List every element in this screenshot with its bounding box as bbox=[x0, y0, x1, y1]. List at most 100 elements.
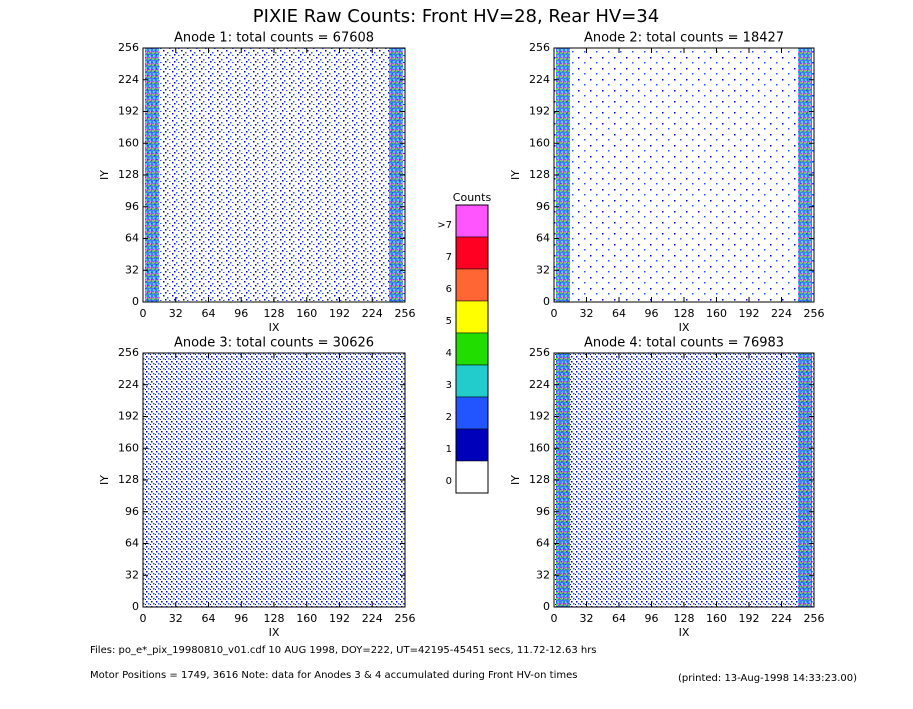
x-tick-label: 256 bbox=[804, 612, 825, 625]
y-tick-label: 192 bbox=[118, 105, 139, 118]
colorbar-label: 5 bbox=[446, 316, 452, 327]
x-axis-label: IX bbox=[269, 626, 280, 639]
y-tick-label: 32 bbox=[536, 568, 550, 581]
y-tick-label: 0 bbox=[543, 600, 550, 613]
x-tick-label: 0 bbox=[140, 307, 147, 320]
y-tick-label: 32 bbox=[125, 568, 139, 581]
x-tick-label: 64 bbox=[202, 612, 216, 625]
x-tick-label: 32 bbox=[169, 612, 183, 625]
x-tick-label: 64 bbox=[202, 307, 216, 320]
y-tick-label: 128 bbox=[529, 168, 550, 181]
y-tick-label: 224 bbox=[529, 378, 550, 391]
x-tick-label: 32 bbox=[580, 307, 594, 320]
colorbar-swatch bbox=[455, 332, 489, 366]
y-tick-label: 96 bbox=[125, 505, 139, 518]
y-axis-label: IY bbox=[509, 475, 522, 485]
x-tick-label: 256 bbox=[395, 612, 416, 625]
x-tick-label: 256 bbox=[804, 307, 825, 320]
y-tick-label: 256 bbox=[529, 346, 550, 359]
y-axis-label: IY bbox=[98, 170, 111, 180]
y-tick-label: 64 bbox=[536, 232, 550, 245]
colorbar-label: 0 bbox=[446, 476, 452, 487]
x-tick-label: 224 bbox=[362, 307, 383, 320]
y-tick-label: 256 bbox=[529, 41, 550, 54]
y-tick-label: 96 bbox=[125, 200, 139, 213]
footer-printed: (printed: 13-Aug-1998 14:33:23.00) bbox=[678, 673, 857, 684]
y-tick-label: 0 bbox=[543, 295, 550, 308]
colorbar-swatch bbox=[455, 460, 489, 494]
y-tick-label: 160 bbox=[529, 441, 550, 454]
colorbar-label: 2 bbox=[446, 412, 452, 423]
edge-texture bbox=[556, 48, 570, 302]
colorbar-swatch bbox=[455, 300, 489, 334]
x-tick-label: 96 bbox=[234, 307, 248, 320]
edge-texture bbox=[389, 48, 403, 302]
colorbar-frame bbox=[455, 204, 489, 494]
colorbar-label: 1 bbox=[446, 444, 452, 455]
colorbar-label: 6 bbox=[446, 284, 452, 295]
x-tick-label: 64 bbox=[612, 612, 626, 625]
x-tick-label: 96 bbox=[645, 612, 659, 625]
x-tick-label: 160 bbox=[706, 612, 727, 625]
edge-texture bbox=[798, 353, 812, 607]
y-tick-label: 64 bbox=[125, 232, 139, 245]
y-tick-label: 224 bbox=[529, 73, 550, 86]
x-tick-label: 224 bbox=[362, 612, 383, 625]
y-tick-label: 96 bbox=[536, 505, 550, 518]
y-tick-label: 160 bbox=[118, 441, 139, 454]
y-tick-label: 160 bbox=[118, 136, 139, 149]
x-tick-label: 160 bbox=[296, 612, 317, 625]
plot-texture bbox=[554, 48, 814, 302]
y-tick-label: 256 bbox=[118, 346, 139, 359]
plot-texture bbox=[143, 48, 405, 302]
colorbar-label: 4 bbox=[446, 348, 452, 359]
x-tick-label: 0 bbox=[140, 612, 147, 625]
footer-motor: Motor Positions = 1749, 3616 Note: data … bbox=[90, 670, 577, 681]
panel-title: Anode 4: total counts = 76983 bbox=[584, 336, 784, 351]
y-tick-label: 32 bbox=[536, 263, 550, 276]
x-tick-label: 192 bbox=[329, 307, 350, 320]
y-tick-label: 192 bbox=[118, 410, 139, 423]
x-tick-label: 224 bbox=[771, 612, 792, 625]
y-tick-label: 32 bbox=[125, 263, 139, 276]
colorbar-label: 3 bbox=[446, 380, 452, 391]
x-tick-label: 0 bbox=[551, 307, 558, 320]
colorbar-title: Counts bbox=[453, 191, 492, 204]
y-tick-label: 64 bbox=[536, 537, 550, 550]
colorbar-swatch bbox=[455, 204, 489, 238]
panel-title: Anode 2: total counts = 18427 bbox=[584, 31, 784, 46]
plot-texture bbox=[143, 353, 405, 607]
x-tick-label: 224 bbox=[771, 307, 792, 320]
y-tick-label: 160 bbox=[529, 136, 550, 149]
colorbar: Counts >7 7 6 5 4 3 2 1 0 bbox=[437, 191, 492, 494]
y-tick-label: 0 bbox=[132, 295, 139, 308]
x-tick-label: 0 bbox=[551, 612, 558, 625]
y-axis-label: IY bbox=[509, 170, 522, 180]
x-tick-label: 192 bbox=[329, 612, 350, 625]
x-tick-label: 96 bbox=[234, 612, 248, 625]
x-tick-label: 160 bbox=[296, 307, 317, 320]
y-tick-label: 64 bbox=[125, 537, 139, 550]
y-tick-label: 192 bbox=[529, 105, 550, 118]
x-axis-label: IX bbox=[679, 321, 690, 334]
colorbar-swatch bbox=[455, 268, 489, 302]
x-tick-label: 32 bbox=[580, 612, 594, 625]
edge-texture bbox=[145, 48, 159, 302]
edge-texture bbox=[798, 48, 812, 302]
x-tick-label: 128 bbox=[674, 307, 695, 320]
edge-texture bbox=[556, 353, 570, 607]
colorbar-swatch bbox=[455, 428, 489, 462]
footer-files: Files: po_e*_pix_19980810_v01.cdf 10 AUG… bbox=[90, 645, 597, 656]
x-tick-label: 128 bbox=[674, 612, 695, 625]
plot-texture bbox=[554, 353, 814, 607]
y-tick-label: 128 bbox=[118, 168, 139, 181]
panel-title: Anode 3: total counts = 30626 bbox=[174, 336, 374, 351]
colorbar-label: 7 bbox=[446, 252, 452, 263]
x-tick-label: 192 bbox=[739, 307, 760, 320]
x-tick-label: 192 bbox=[739, 612, 760, 625]
y-tick-label: 192 bbox=[529, 410, 550, 423]
colorbar-label: >7 bbox=[437, 220, 452, 231]
y-tick-label: 256 bbox=[118, 41, 139, 54]
